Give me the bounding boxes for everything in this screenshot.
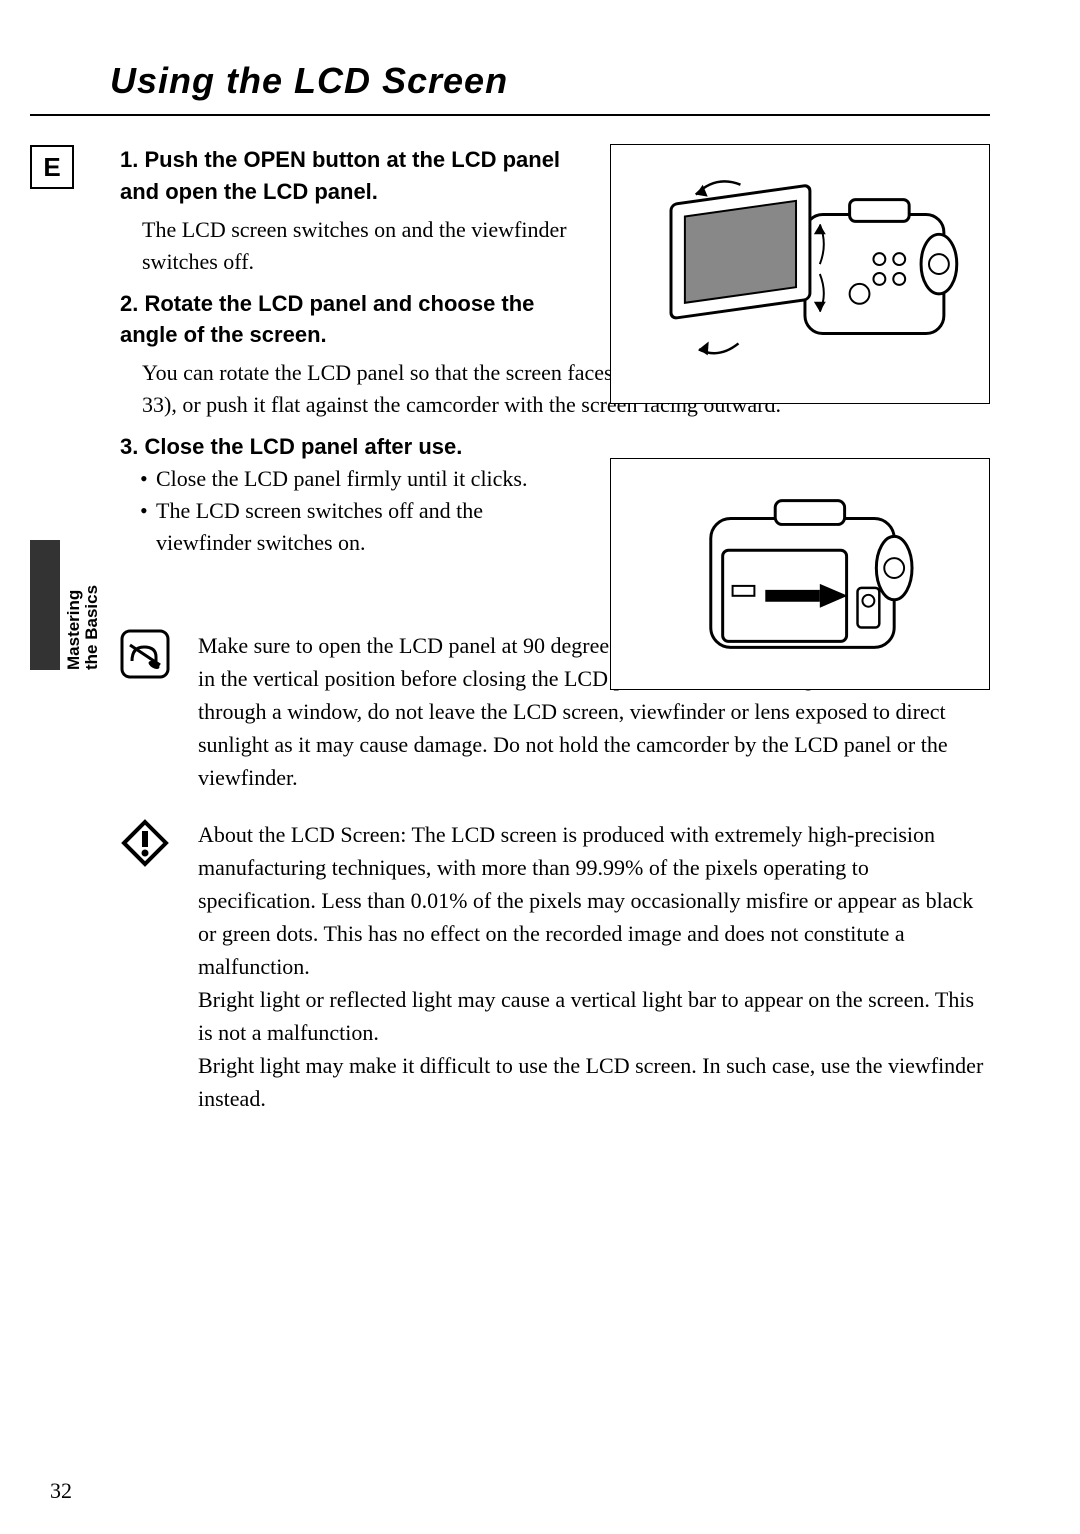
step-1-heading: 1. Push the OPEN button at the LCD panel… bbox=[120, 144, 580, 208]
page-number: 32 bbox=[50, 1478, 72, 1504]
step-1-heading-text: Push the OPEN button at the LCD panel an… bbox=[120, 147, 560, 204]
step-3-bullet-2: The LCD screen switches off and the view… bbox=[140, 495, 580, 559]
section-tab-marker bbox=[30, 540, 60, 670]
illustration-close-lcd bbox=[610, 458, 990, 690]
warning-text: About the LCD Screen: The LCD screen is … bbox=[198, 818, 990, 1115]
step-3-heading-text: Close the LCD panel after use. bbox=[144, 434, 462, 459]
section-label-line2: the Basics bbox=[82, 585, 102, 670]
step-1-body: The LCD screen switches on and the viewf… bbox=[120, 214, 580, 278]
notes-icon bbox=[120, 629, 170, 679]
step-2-heading: 2. Rotate the LCD panel and choose the a… bbox=[120, 288, 580, 352]
camcorder-open-svg bbox=[611, 145, 989, 403]
illustration-open-lcd bbox=[610, 144, 990, 404]
step-1-number: 1. bbox=[120, 147, 138, 172]
warning-block: About the LCD Screen: The LCD screen is … bbox=[120, 818, 990, 1115]
step-2-number: 2. bbox=[120, 291, 138, 316]
step-2-page-ref: 33 bbox=[142, 392, 164, 417]
language-badge: E bbox=[30, 145, 74, 189]
camcorder-close-svg bbox=[611, 459, 989, 689]
step-2-heading-text: Rotate the LCD panel and choose the angl… bbox=[120, 291, 534, 348]
page-title: Using the LCD Screen bbox=[30, 60, 990, 116]
step-3-number: 3. bbox=[120, 434, 138, 459]
warning-icon bbox=[120, 818, 170, 868]
step-3-bullet-1: Close the LCD panel firmly until it clic… bbox=[140, 463, 580, 495]
